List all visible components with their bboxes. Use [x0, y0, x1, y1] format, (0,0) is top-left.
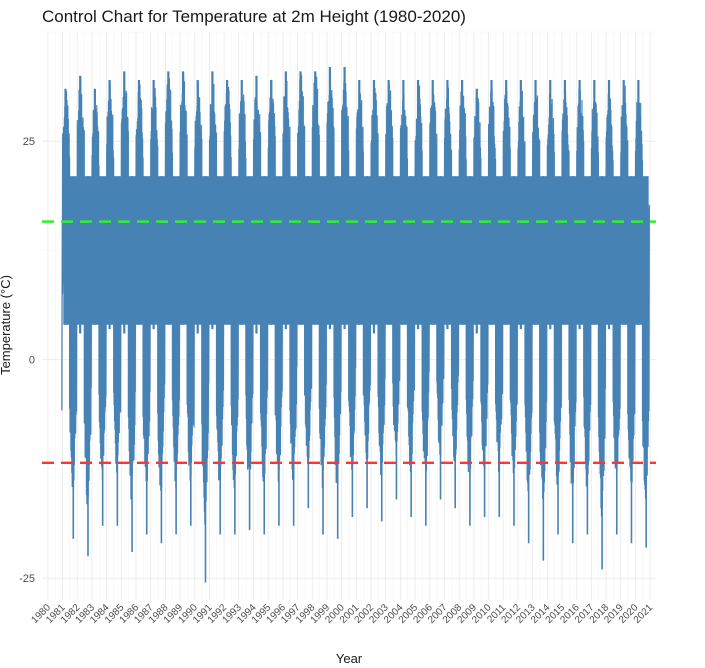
series-dense-band: [63, 176, 649, 325]
control-limits: [42, 220, 656, 465]
chart-title: Control Chart for Temperature at 2m Heig…: [42, 7, 466, 26]
temperature-series: [61, 66, 650, 583]
y-tick-label-25: 25: [23, 136, 35, 148]
y-tick-label-0: 0: [29, 355, 35, 367]
y-tick-label--25: -25: [19, 573, 35, 585]
x-tick-labels: 1980198119821983198419851986198719881989…: [30, 602, 656, 626]
y-axis-label: Temperature (°C): [0, 275, 13, 375]
y-tick-labels: -25 0 25: [19, 136, 35, 585]
x-axis-label: Year: [336, 651, 363, 666]
